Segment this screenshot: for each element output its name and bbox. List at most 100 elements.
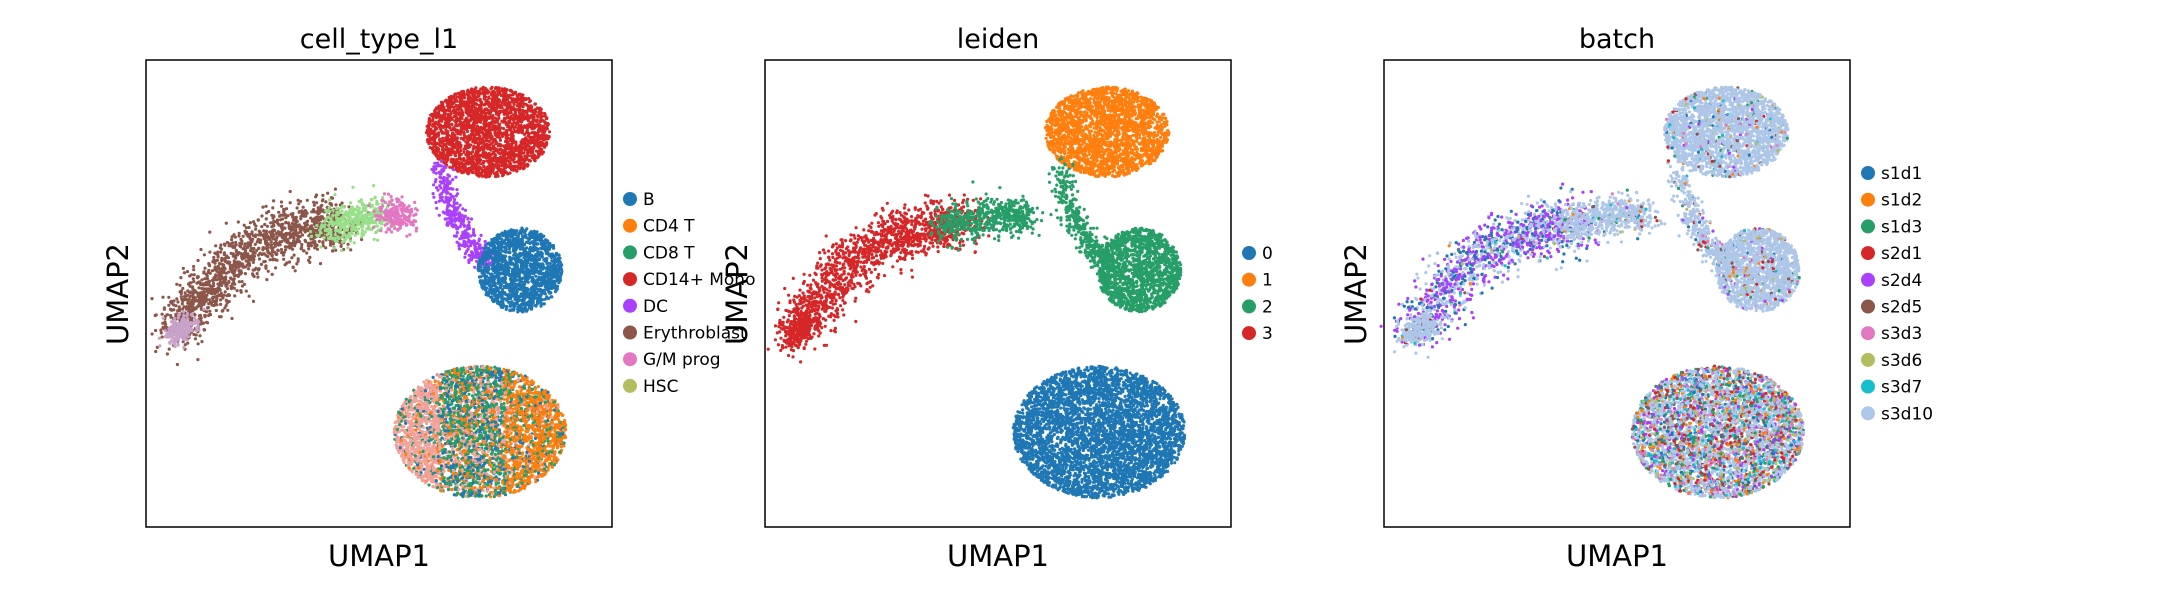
- data-point: [291, 243, 295, 247]
- data-point: [176, 337, 180, 341]
- data-point: [520, 158, 524, 162]
- data-point: [460, 243, 464, 247]
- data-point: [485, 166, 489, 170]
- data-point: [479, 113, 483, 117]
- data-point: [364, 208, 368, 212]
- data-point: [358, 210, 362, 214]
- data-point: [213, 288, 217, 292]
- data-point: [329, 202, 333, 206]
- data-point: [352, 241, 356, 245]
- data-point: [462, 223, 466, 227]
- data-point: [183, 318, 188, 322]
- data-point: [293, 233, 297, 237]
- data-point: [396, 217, 400, 221]
- data-point: [331, 224, 335, 228]
- data-point: [219, 243, 223, 247]
- data-point: [320, 215, 324, 219]
- data-point: [511, 168, 516, 172]
- data-point: [272, 199, 276, 203]
- data-point: [426, 126, 430, 131]
- data-point: [519, 104, 524, 108]
- data-point: [255, 272, 259, 276]
- data-point: [285, 240, 289, 244]
- data-point: [167, 327, 171, 331]
- data-point: [160, 312, 164, 316]
- data-point: [176, 343, 180, 347]
- data-point: [214, 252, 218, 256]
- data-point: [448, 165, 452, 169]
- data-point: [299, 228, 303, 233]
- data-point: [459, 126, 463, 130]
- data-point: [459, 121, 463, 125]
- data-point: [225, 254, 229, 258]
- data-point: [495, 99, 499, 103]
- data-point: [345, 227, 349, 232]
- data-point: [456, 118, 460, 123]
- data-point: [178, 290, 182, 294]
- data-point: [361, 208, 365, 212]
- data-point: [407, 216, 411, 220]
- data-point: [283, 245, 287, 249]
- data-point: [280, 204, 284, 208]
- data-point: [484, 143, 488, 147]
- data-point: [185, 270, 190, 274]
- data-point: [315, 201, 319, 205]
- data-point: [514, 164, 518, 169]
- data-point: [535, 156, 539, 160]
- data-point: [440, 145, 444, 149]
- data-point: [162, 306, 166, 310]
- data-point: [253, 242, 257, 246]
- data-point: [207, 263, 211, 267]
- data-point: [188, 274, 192, 278]
- data-point: [312, 200, 316, 204]
- data-point: [538, 123, 542, 128]
- data-point: [455, 136, 459, 140]
- data-point: [470, 150, 475, 154]
- data-point: [466, 227, 470, 231]
- data-point: [271, 257, 275, 261]
- data-point: [247, 243, 251, 247]
- data-point: [319, 225, 323, 229]
- data-point: [398, 217, 402, 222]
- data-point: [321, 208, 325, 212]
- data-point: [380, 198, 384, 202]
- data-point: [240, 284, 245, 288]
- data-point: [516, 116, 520, 120]
- data-point: [437, 213, 441, 217]
- data-point: [271, 206, 275, 210]
- data-point: [265, 278, 269, 282]
- data-point: [251, 257, 255, 261]
- data-point: [484, 170, 488, 174]
- data-point: [328, 209, 332, 213]
- data-point: [454, 175, 458, 179]
- data-point: [222, 242, 227, 246]
- data-point: [262, 229, 266, 233]
- data-point: [426, 138, 430, 143]
- data-point: [441, 153, 446, 157]
- data-point: [386, 203, 391, 207]
- data-point: [484, 138, 488, 142]
- data-point: [452, 207, 457, 212]
- data-point: [338, 223, 342, 227]
- data-point: [432, 131, 436, 135]
- data-point: [292, 239, 296, 243]
- data-point: [208, 250, 212, 254]
- data-point: [463, 252, 467, 256]
- data-point: [198, 334, 202, 338]
- data-point: [190, 285, 195, 289]
- data-point: [232, 259, 236, 263]
- data-point: [222, 253, 226, 257]
- data-point: [185, 311, 190, 316]
- data-point: [340, 209, 344, 213]
- data-point: [248, 236, 252, 240]
- data-point: [316, 215, 320, 219]
- data-point: [455, 227, 460, 231]
- data-point: [179, 276, 183, 280]
- data-point: [446, 105, 450, 110]
- data-point: [442, 125, 446, 129]
- data-point: [167, 295, 171, 299]
- data-point: [414, 229, 418, 233]
- data-point: [168, 307, 173, 311]
- data-point: [466, 112, 470, 116]
